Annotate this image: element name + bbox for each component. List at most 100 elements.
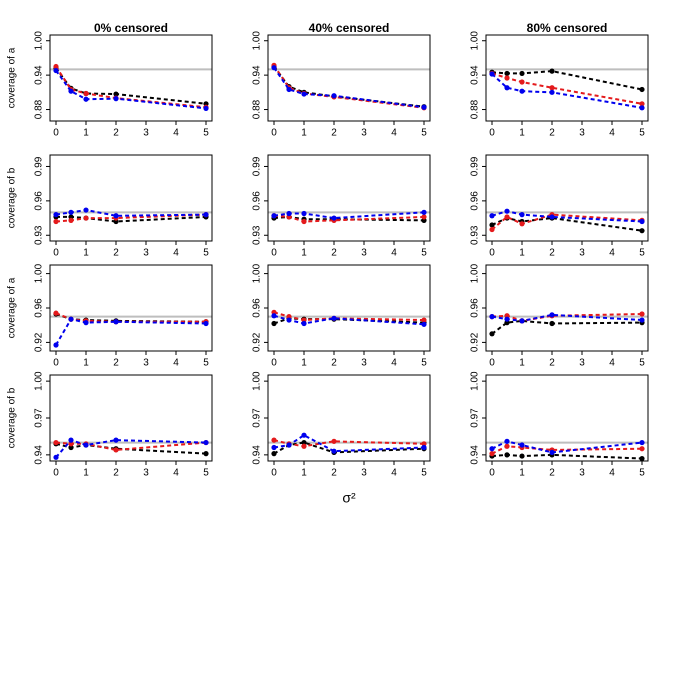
- data-point: [53, 218, 59, 225]
- series-line: [491, 440, 643, 454]
- y-tick-label: 1.00: [252, 263, 263, 283]
- data-point: [83, 90, 89, 97]
- y-tick-label: 0.99: [470, 156, 481, 176]
- data-point: [489, 331, 495, 337]
- x-tick-label: 4: [609, 128, 615, 139]
- panel-frame: [49, 374, 213, 462]
- data-point: [331, 448, 337, 454]
- y-tick-label: 0.97: [34, 408, 45, 428]
- data-point: [271, 437, 277, 443]
- data-point: [113, 213, 119, 219]
- y-tick-label: 1.00: [470, 31, 481, 51]
- x-tick-label: 2: [113, 358, 119, 369]
- y-axis-label: coverage of b: [7, 387, 18, 448]
- series-line: [273, 441, 425, 455]
- x-tick-label: 1: [301, 248, 307, 259]
- y-tick-label: 0.94: [34, 65, 45, 85]
- data-point: [549, 214, 555, 220]
- x-tick-label: 4: [609, 468, 615, 479]
- data-point: [331, 438, 337, 444]
- data-point: [301, 432, 307, 438]
- data-point: [68, 316, 74, 322]
- data-point: [489, 222, 495, 228]
- y-tick-label: 0.88: [470, 99, 481, 119]
- y-tick-label: 0.93: [470, 225, 481, 245]
- data-point: [68, 444, 74, 451]
- data-point: [271, 65, 277, 71]
- x-tick-label: 4: [173, 358, 179, 369]
- x-tick-label: 2: [113, 468, 119, 479]
- data-point: [549, 312, 555, 318]
- panel-title: 80% censored: [527, 21, 608, 35]
- data-point: [286, 317, 292, 323]
- data-point: [286, 86, 292, 93]
- y-tick-label: 0.94: [470, 445, 481, 465]
- x-tick-label: 0: [489, 128, 495, 139]
- x-tick-label: 0: [271, 468, 277, 479]
- data-point: [639, 101, 645, 107]
- data-point: [489, 213, 495, 219]
- data-point: [53, 342, 59, 348]
- x-tick-label: 0: [271, 128, 277, 139]
- data-point: [504, 70, 510, 77]
- x-tick-label: 3: [579, 468, 585, 479]
- data-point: [639, 446, 645, 452]
- data-point: [301, 210, 307, 217]
- x-tick-label: 1: [83, 468, 89, 479]
- x-tick-label: 2: [549, 468, 555, 479]
- x-tick-label: 5: [639, 248, 645, 259]
- data-point: [113, 96, 119, 102]
- data-point: [301, 320, 307, 327]
- panel-frame: [485, 34, 649, 122]
- x-tick-label: 0: [489, 358, 495, 369]
- x-tick-label: 2: [331, 468, 337, 479]
- x-tick-label: 3: [143, 468, 149, 479]
- data-point: [639, 105, 645, 111]
- data-point: [53, 212, 59, 218]
- panel-frame: [49, 264, 213, 352]
- data-point: [519, 70, 525, 77]
- x-tick-label: 4: [391, 468, 397, 479]
- data-point: [331, 315, 337, 321]
- x-tick-label: 5: [421, 128, 427, 139]
- data-point: [549, 320, 555, 327]
- data-point: [113, 91, 119, 97]
- data-point: [639, 86, 645, 93]
- y-axis-label: coverage of a: [7, 277, 18, 338]
- x-tick-label: 1: [519, 248, 525, 259]
- data-point: [421, 209, 427, 215]
- x-tick-label: 5: [203, 358, 209, 369]
- data-point: [504, 452, 510, 458]
- data-point: [639, 317, 645, 323]
- x-tick-label: 2: [331, 358, 337, 369]
- x-tick-label: 4: [173, 248, 179, 259]
- x-tick-label: 2: [331, 128, 337, 139]
- data-point: [519, 212, 525, 218]
- y-tick-label: 1.00: [470, 371, 481, 391]
- data-point: [271, 313, 277, 319]
- y-tick-label: 0.94: [252, 65, 263, 85]
- x-tick-label: 3: [143, 128, 149, 139]
- panel-frame: [267, 374, 431, 462]
- x-tick-label: 5: [203, 248, 209, 259]
- series-line: [55, 69, 207, 110]
- data-point: [53, 67, 59, 74]
- y-tick-label: 0.96: [470, 191, 481, 211]
- y-tick-label: 0.96: [34, 298, 45, 318]
- data-point: [504, 85, 510, 91]
- data-point: [504, 75, 510, 81]
- data-point: [504, 214, 510, 220]
- data-point: [421, 214, 427, 220]
- x-tick-label: 1: [301, 468, 307, 479]
- panel-title: 40% censored: [309, 21, 390, 35]
- data-point: [83, 207, 89, 213]
- data-point: [549, 68, 555, 74]
- data-point: [68, 441, 74, 447]
- data-point: [489, 314, 495, 320]
- y-tick-label: 1.00: [34, 31, 45, 51]
- x-tick-label: 5: [639, 358, 645, 369]
- x-tick-label: 0: [271, 248, 277, 259]
- x-tick-label: 0: [489, 248, 495, 259]
- x-tick-label: 4: [391, 358, 397, 369]
